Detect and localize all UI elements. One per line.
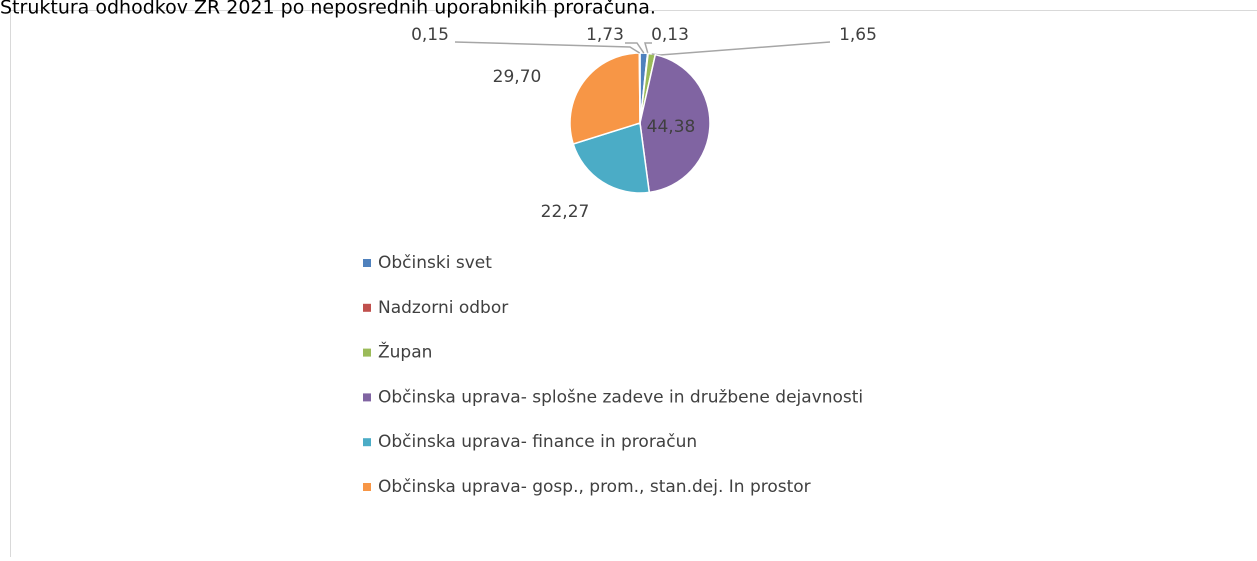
legend-label: Župan [378,341,432,363]
legend-label: Občinska uprava- splošne zadeve in družb… [378,387,863,407]
legend-label: Nadzorni odbor [378,298,508,318]
legend-swatch [363,259,371,267]
chart-title: Struktura odhodkov ZR 2021 po neposredni… [0,0,656,19]
data-label: 22,27 [541,202,590,222]
legend-swatch [363,393,371,401]
legend-swatch [363,438,371,446]
legend-swatch [363,349,371,357]
data-label: 0,13 [651,25,689,45]
legend-swatch [363,304,371,312]
data-label: 1,73 [586,25,624,45]
legend-label: Občinska uprava- gosp., prom., stan.dej.… [378,477,811,497]
legend-label: Občinski svet [378,253,492,273]
legend-label: Občinska uprava- finance in proračun [378,432,697,452]
data-label: 29,70 [493,67,542,87]
legend-swatch [363,483,371,491]
data-label: 1,65 [839,25,877,45]
pie-slice [639,53,640,123]
data-label: 0,15 [411,25,449,45]
data-label: 44,38 [647,117,696,137]
